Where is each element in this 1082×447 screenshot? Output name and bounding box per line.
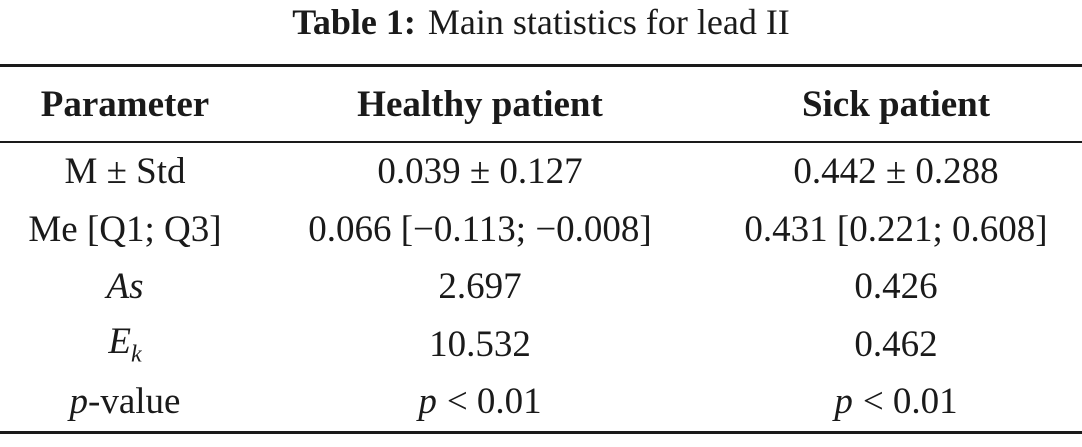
- cell: Ek: [0, 316, 250, 374]
- cell: p < 0.01: [250, 373, 710, 432]
- cell: M ± Std: [64, 151, 186, 193]
- row: Ek 10.532 0.462: [0, 316, 1082, 374]
- header-row: Parameter Healthy patient Sick patient: [0, 65, 1082, 142]
- header-cell: Healthy patient: [357, 83, 603, 125]
- cell: 0.431 [0.221; 0.608]: [744, 208, 1048, 250]
- row: Me [Q1; Q3] 0.066 [−0.113; −0.008] 0.431…: [0, 201, 1082, 259]
- header-cell: Sick patient: [801, 83, 991, 125]
- caption-label: Table 1:: [292, 2, 416, 42]
- table-caption: Table 1: Main statistics for lead II: [0, 0, 1082, 44]
- cell: Me [Q1; Q3]: [28, 208, 222, 250]
- header-cell: Parameter: [40, 83, 210, 125]
- cell: 0.039 ± 0.127: [377, 151, 583, 193]
- row: As 2.697 0.426: [0, 258, 1082, 316]
- symbol: p: [418, 381, 437, 423]
- text: < 0.01: [862, 381, 958, 423]
- symbol: E: [108, 321, 131, 363]
- cell: 0.066 [−0.113; −0.008]: [308, 208, 652, 250]
- text: -value: [88, 381, 181, 423]
- cell: 2.697: [438, 266, 522, 308]
- cell: As: [106, 266, 144, 308]
- symbol: p: [834, 381, 853, 423]
- cell: 0.442 ± 0.288: [793, 151, 999, 193]
- subscript: k: [130, 341, 142, 368]
- cell: 0.462: [854, 323, 938, 365]
- symbol: p: [69, 381, 89, 423]
- cell: p-value: [0, 373, 250, 432]
- statistics-table: Parameter Healthy patient Sick patient M…: [0, 64, 1082, 434]
- row: M ± Std 0.039 ± 0.127 0.442 ± 0.288: [0, 142, 1082, 201]
- cell: 0.426: [854, 266, 938, 308]
- text: < 0.01: [446, 381, 542, 423]
- cell: p < 0.01: [710, 373, 1082, 432]
- row: p-value p < 0.01 p < 0.01: [0, 373, 1082, 432]
- cell: 10.532: [429, 323, 531, 365]
- caption-text: Main statistics for lead II: [427, 2, 790, 42]
